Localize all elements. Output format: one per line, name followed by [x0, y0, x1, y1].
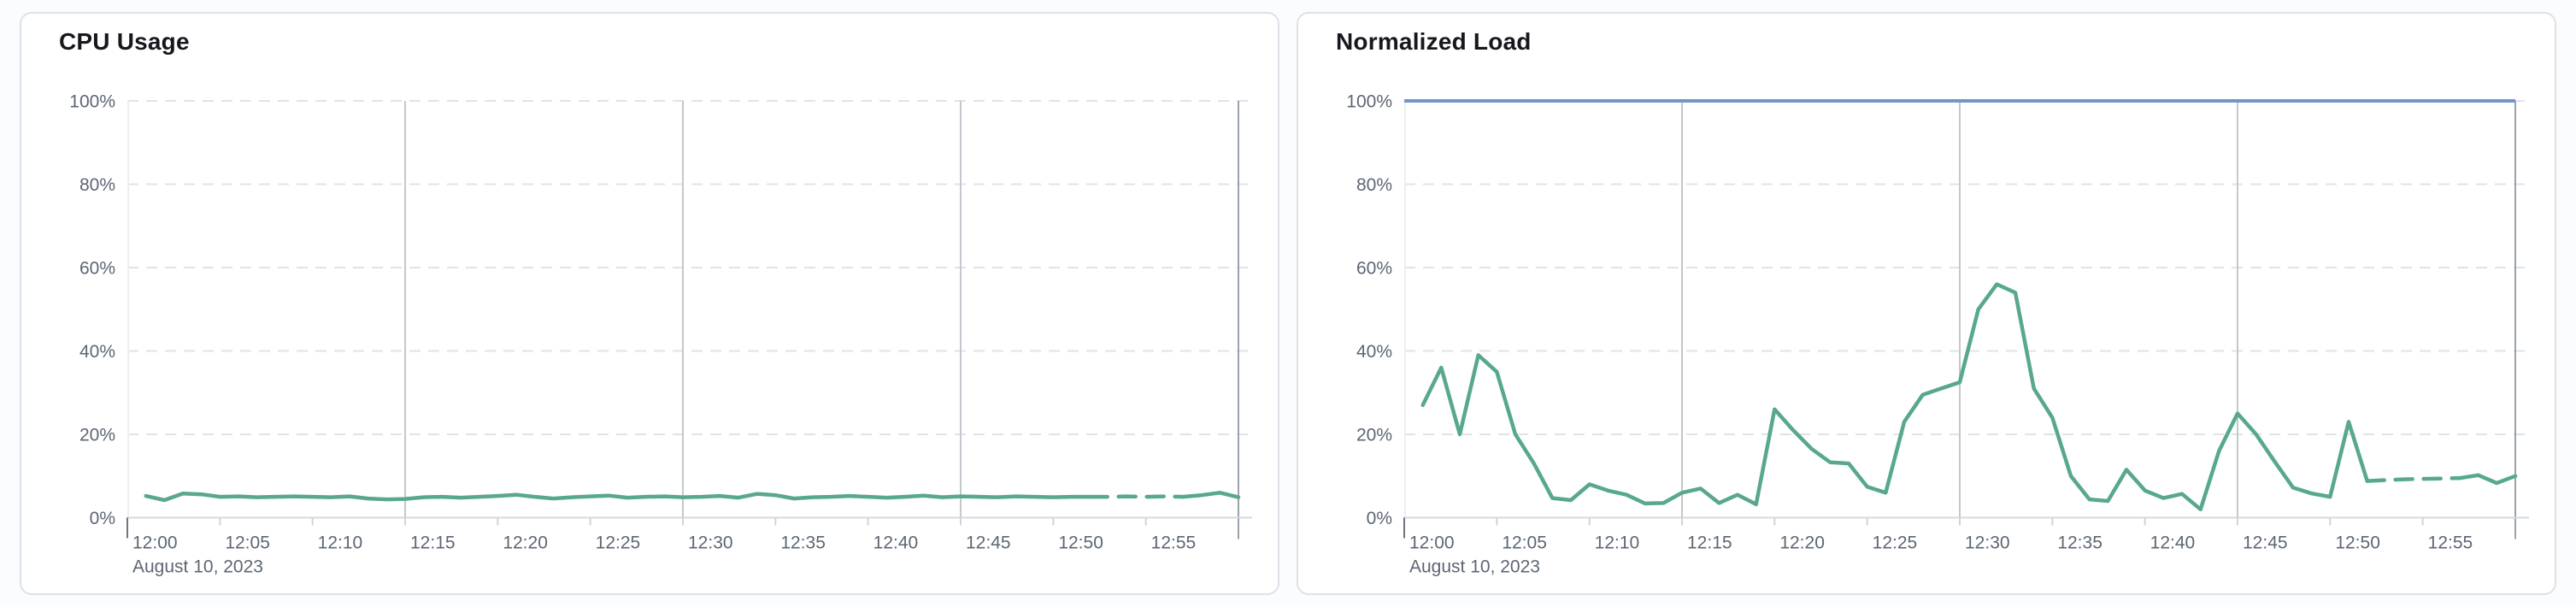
svg-text:80%: 80%: [1356, 175, 1392, 195]
svg-text:60%: 60%: [1356, 259, 1392, 279]
svg-text:12:15: 12:15: [410, 533, 456, 553]
svg-text:100%: 100%: [69, 92, 115, 112]
chart-title: Normalized Load: [1336, 28, 1532, 55]
svg-text:12:25: 12:25: [1873, 533, 1918, 553]
svg-text:12:45: 12:45: [966, 533, 1011, 553]
chart-title: CPU Usage: [59, 28, 190, 55]
svg-text:12:40: 12:40: [2150, 533, 2196, 553]
x-axis-date-label: August 10, 2023: [1409, 557, 1540, 577]
svg-text:12:30: 12:30: [1965, 533, 2010, 553]
svg-text:12:35: 12:35: [780, 533, 826, 553]
svg-text:80%: 80%: [79, 175, 115, 195]
cpu-usage-panel: CPU Usage 12:00 12:05 12:10 12:15 12:20 12:25…: [20, 12, 1279, 595]
svg-text:40%: 40%: [1356, 342, 1392, 362]
x-axis-date-label: August 10, 2023: [132, 557, 263, 577]
svg-text:60%: 60%: [79, 259, 115, 279]
x-axis-labels: 12:00 12:05 12:10 12:15 12:20 12:25 12:30 12:35…: [1409, 533, 2473, 577]
y-gridlines: [127, 100, 1252, 435]
normalized-load-line: [1420, 282, 2518, 512]
svg-text:12:25: 12:25: [596, 533, 641, 553]
svg-text:12:45: 12:45: [2243, 533, 2288, 553]
svg-text:40%: 40%: [79, 342, 115, 362]
svg-text:20%: 20%: [1356, 426, 1392, 445]
svg-text:0%: 0%: [90, 509, 115, 528]
normalized-load-chart[interactable]: 12:00 12:05 12:10 12:15 12:20 12:25 12:30 12:35…: [1298, 63, 2538, 586]
svg-text:0%: 0%: [1367, 509, 1392, 528]
cpu-usage-line: [144, 491, 1241, 503]
svg-text:12:10: 12:10: [318, 533, 363, 553]
x-axis-ticks: [126, 517, 1147, 539]
y-gridlines: [1404, 100, 2529, 435]
svg-text:12:50: 12:50: [1058, 533, 1103, 553]
x-axis-ticks: [1403, 517, 2424, 539]
svg-text:12:55: 12:55: [2428, 533, 2473, 553]
svg-text:12:00: 12:00: [132, 533, 178, 553]
cpu-usage-chart[interactable]: 12:00 12:05 12:10 12:15 12:20 12:25 12:30 12:35…: [21, 63, 1261, 586]
svg-text:20%: 20%: [79, 426, 115, 445]
x-major-gridlines: [404, 101, 1239, 539]
x-major-gridlines: [1681, 101, 2516, 539]
svg-text:12:35: 12:35: [2057, 533, 2103, 553]
svg-text:12:00: 12:00: [1409, 533, 1455, 553]
svg-text:12:40: 12:40: [873, 533, 919, 553]
normalized-load-panel: Normalized Load 12:00 12:05 12:10 12:15 12:2…: [1297, 12, 2556, 595]
svg-text:12:05: 12:05: [1502, 533, 1547, 553]
svg-text:12:15: 12:15: [1687, 533, 1732, 553]
svg-text:100%: 100%: [1346, 92, 1392, 112]
svg-text:12:20: 12:20: [503, 533, 548, 553]
x-axis-labels: 12:00 12:05 12:10 12:15 12:20 12:25 12:30 12:35…: [132, 533, 1196, 577]
svg-text:12:50: 12:50: [2335, 533, 2380, 553]
svg-text:12:55: 12:55: [1151, 533, 1197, 553]
svg-text:12:10: 12:10: [1595, 533, 1640, 553]
y-axis-labels: 0% 20% 40% 60% 80% 100%: [69, 92, 115, 529]
svg-text:12:05: 12:05: [225, 533, 270, 553]
svg-text:12:20: 12:20: [1779, 533, 1825, 553]
svg-text:12:30: 12:30: [688, 533, 733, 553]
y-axis-labels: 0% 20% 40% 60% 80% 100%: [1346, 92, 1392, 529]
